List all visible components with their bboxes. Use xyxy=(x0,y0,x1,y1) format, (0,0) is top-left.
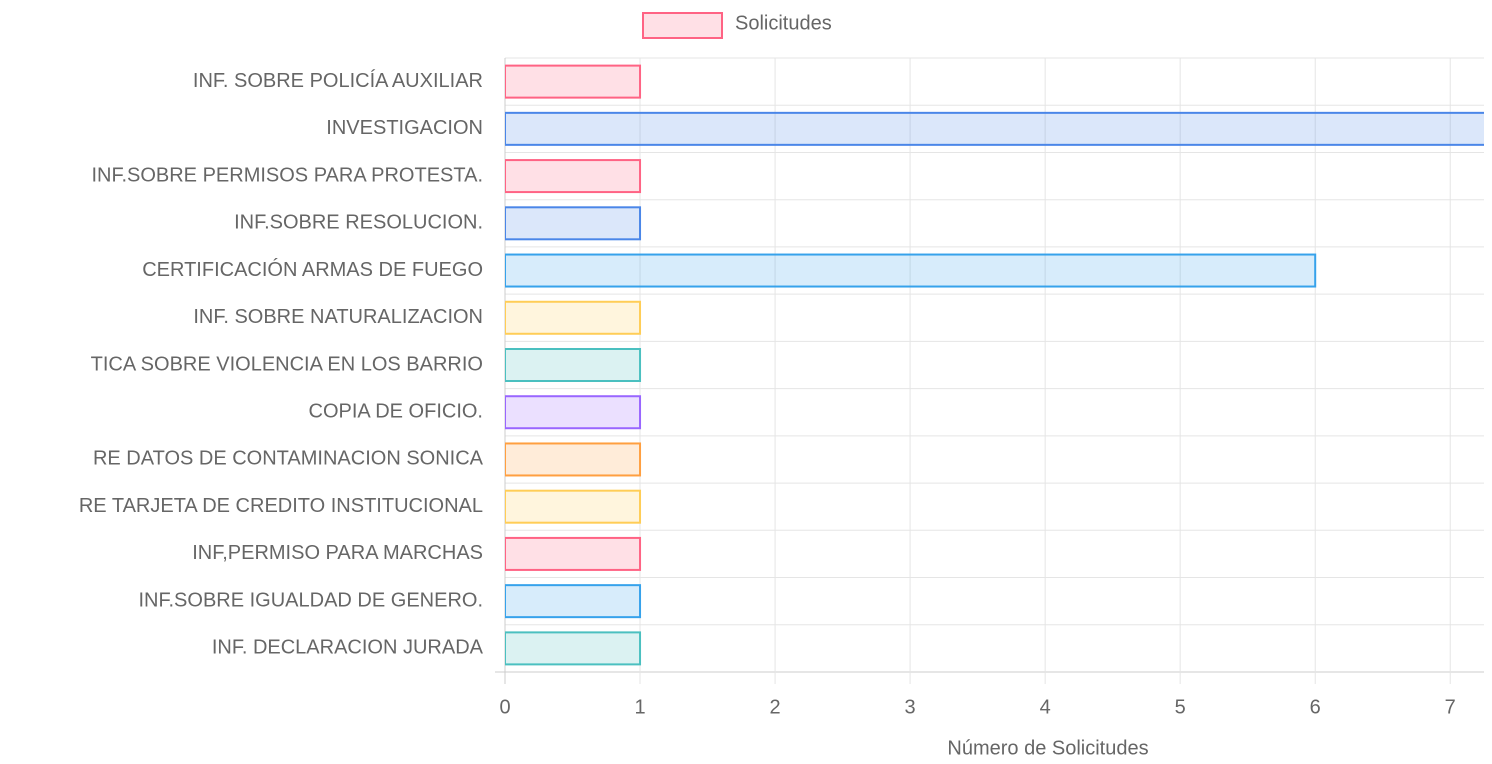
bars xyxy=(505,64,1484,666)
y-tick-label: RE DATOS DE CONTAMINACION SONICA xyxy=(93,448,484,470)
bar xyxy=(505,489,642,524)
bar xyxy=(505,348,642,382)
y-tick-label: RE TARJETA DE CREDITO INSTITUCIONAL xyxy=(79,495,483,517)
y-tick-label: INF,PERMISO PARA MARCHAS xyxy=(192,542,483,564)
x-tick-label: 0 xyxy=(499,696,510,718)
x-axis-label: Número de Solicitudes xyxy=(947,737,1148,759)
x-tick-label: 6 xyxy=(1310,696,1321,718)
x-tick-label: 3 xyxy=(905,696,916,718)
legend-swatch xyxy=(642,12,723,39)
x-tick-label: 2 xyxy=(770,696,781,718)
bar xyxy=(505,159,642,194)
bar xyxy=(505,206,642,241)
x-tick-label: 4 xyxy=(1040,696,1051,718)
legend-label: Solicitudes xyxy=(735,12,832,34)
x-tick-label: 7 xyxy=(1445,696,1456,718)
y-tick-label: INF. DECLARACION JURADA xyxy=(212,637,484,659)
y-tick-label: INF.SOBRE RESOLUCION. xyxy=(234,212,483,234)
bar xyxy=(505,536,642,571)
y-tick-label: INF.SOBRE PERMISOS PARA PROTESTA. xyxy=(91,164,483,186)
x-tick-label: 5 xyxy=(1175,696,1186,718)
bar xyxy=(505,584,642,619)
bar xyxy=(505,111,1484,146)
bar xyxy=(505,631,642,666)
bar xyxy=(505,395,642,430)
y-tick-label: TICA SOBRE VIOLENCIA EN LOS BARRIO xyxy=(91,353,483,375)
y-tick-label: INVESTIGACION xyxy=(326,117,483,139)
y-tick-label: CERTIFICACIÓN ARMAS DE FUEGO xyxy=(142,258,483,281)
x-tick-label: 1 xyxy=(634,696,645,718)
bar xyxy=(505,64,642,99)
y-tick-label: INF.SOBRE IGUALDAD DE GENERO. xyxy=(138,589,483,611)
bar xyxy=(505,442,642,477)
bar xyxy=(505,300,642,335)
bar xyxy=(505,253,1317,288)
y-tick-label: COPIA DE OFICIO. xyxy=(309,401,483,423)
y-tick-label: INF. SOBRE NATURALIZACION xyxy=(193,306,483,328)
y-tick-label: INF. SOBRE POLICÍA AUXILIAR xyxy=(193,69,483,92)
